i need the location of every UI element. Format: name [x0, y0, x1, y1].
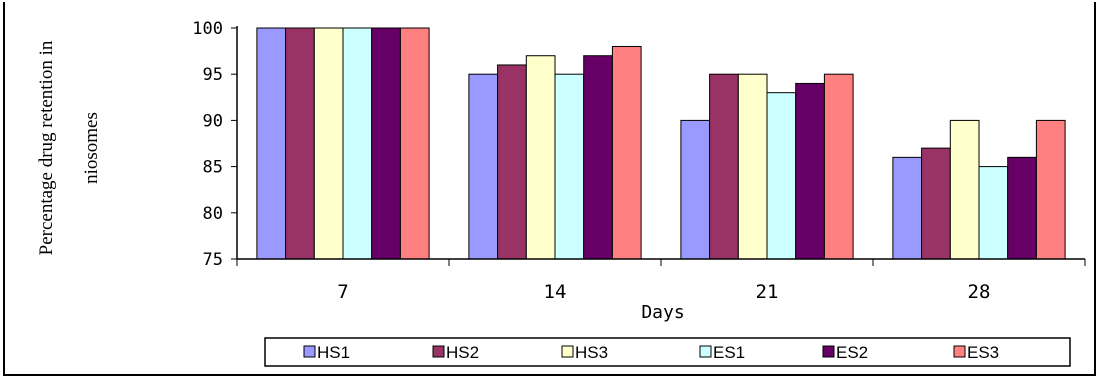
bar-hs2-day-14 — [497, 64, 527, 260]
bar-hs1-day-28 — [892, 156, 923, 260]
legend-item-es1: ES1 — [699, 343, 745, 362]
legend-swatch — [303, 345, 316, 358]
bar-es2-day-7 — [371, 27, 401, 260]
bar-es2-day-21 — [795, 82, 825, 260]
bar-hs2-day-7 — [285, 27, 315, 260]
legend-swatch — [699, 345, 712, 358]
y-tick-label: 100 — [192, 19, 223, 39]
legend-label: ES3 — [967, 343, 999, 362]
bar-es1-day-14 — [554, 73, 585, 260]
bar-es3-day-28 — [1035, 119, 1066, 260]
x-axis-label: Days — [641, 302, 684, 323]
y-axis-label-line1: Percentage drug retention in — [36, 40, 57, 255]
y-axis-label-line2: niosomes — [81, 112, 102, 184]
legend-item-es3: ES3 — [953, 343, 999, 362]
bar-hs3-day-14 — [525, 55, 556, 260]
y-tick-label: 80 — [203, 204, 223, 224]
bar-es1-day-21 — [766, 92, 797, 260]
bar-es1-day-28 — [978, 166, 1009, 260]
bar-hs2-day-28 — [921, 147, 951, 260]
legend-box — [264, 337, 1071, 367]
legend-item-hs1: HS1 — [303, 343, 350, 362]
legend-item-hs3: HS3 — [561, 343, 608, 362]
bar-hs1-day-7 — [256, 27, 287, 260]
legend-swatch — [432, 345, 445, 358]
y-axis-label: Percentage drug retention in niosomes — [36, 40, 102, 255]
bar-es1-day-7 — [342, 27, 373, 260]
y-tick-label: 75 — [203, 250, 223, 270]
x-tick-label: 14 — [544, 281, 567, 303]
bar-es2-day-14 — [583, 55, 613, 260]
legend-label: HS1 — [317, 343, 350, 362]
x-tick-label: 28 — [968, 281, 991, 303]
x-tick-label: 7 — [337, 281, 348, 303]
bar-hs1-day-14 — [468, 73, 499, 260]
bar-es3-day-21 — [823, 73, 854, 260]
legend-label: ES2 — [836, 343, 868, 362]
legend-swatch — [953, 345, 966, 358]
y-tick-label: 90 — [203, 111, 223, 131]
legend-item-hs2: HS2 — [432, 343, 479, 362]
legend-label: ES1 — [713, 343, 745, 362]
legend-swatch — [561, 345, 574, 358]
y-tick-label: 95 — [203, 65, 223, 85]
bar-hs3-day-28 — [949, 119, 980, 260]
bar-hs2-day-21 — [709, 73, 739, 260]
legend-item-es2: ES2 — [822, 343, 868, 362]
chart-frame — [3, 2, 1096, 376]
bar-es3-day-14 — [611, 45, 642, 260]
legend-swatch — [822, 345, 835, 358]
bar-es2-day-28 — [1007, 156, 1037, 260]
legend: HS1 HS2 HS3 ES1 ES2 ES3 — [264, 337, 1071, 367]
bar-hs3-day-7 — [313, 27, 344, 260]
bar-hs3-day-21 — [737, 73, 768, 260]
bar-es3-day-7 — [399, 27, 430, 260]
y-tick-label: 85 — [203, 158, 223, 178]
plot-area: 75 80 85 90 95 100 7 14 21 28 — [192, 19, 1086, 303]
legend-label: HS2 — [446, 343, 479, 362]
legend-label: HS3 — [575, 343, 608, 362]
bar-hs1-day-21 — [680, 119, 711, 260]
x-tick-label: 21 — [756, 281, 779, 303]
